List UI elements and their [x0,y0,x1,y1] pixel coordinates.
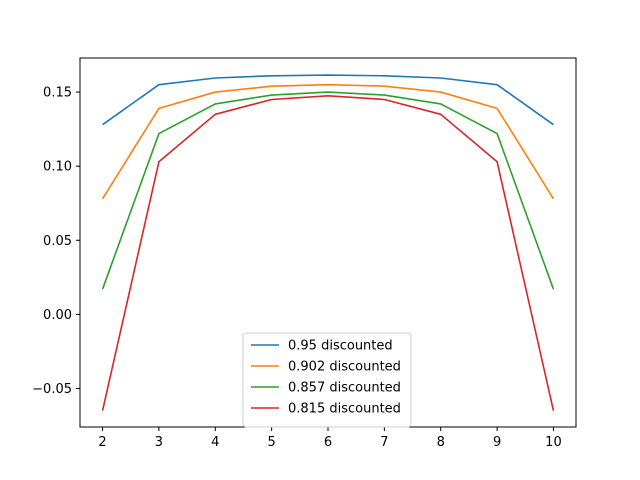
y-tick-label: 0.15 [43,86,72,101]
series-lines [101,74,555,411]
legend-label-3: 0.857 discounted [288,381,401,396]
series-line-3 [101,91,555,290]
series-line-1 [102,74,554,126]
x-tick-label: 4 [211,435,219,450]
legend-label-2: 0.902 discounted [288,360,401,375]
x-tick-label: 2 [98,435,106,450]
x-tick-label: 7 [380,435,388,450]
legend-label-4: 0.815 discounted [288,402,401,417]
y-tick-label: −0.05 [32,382,72,397]
x-tick-label: 6 [324,435,332,450]
x-tick-label: 3 [155,435,163,450]
x-tick-label: 8 [437,435,445,450]
y-tick-label: 0.10 [43,160,72,175]
y-tick-label: 0.05 [43,234,72,249]
x-tick-label: 5 [267,435,275,450]
x-tick-label: 9 [493,435,501,450]
legend-box [242,332,412,428]
x-tick-label: 10 [545,435,562,450]
legend: 0.95 discounted 0.902 discounted 0.857 dis… [242,332,412,428]
y-tick-label: 0.00 [43,308,72,323]
series-line-2 [101,83,555,200]
series-line-4 [101,94,555,411]
legend-label-1: 0.95 discounted [288,339,393,354]
